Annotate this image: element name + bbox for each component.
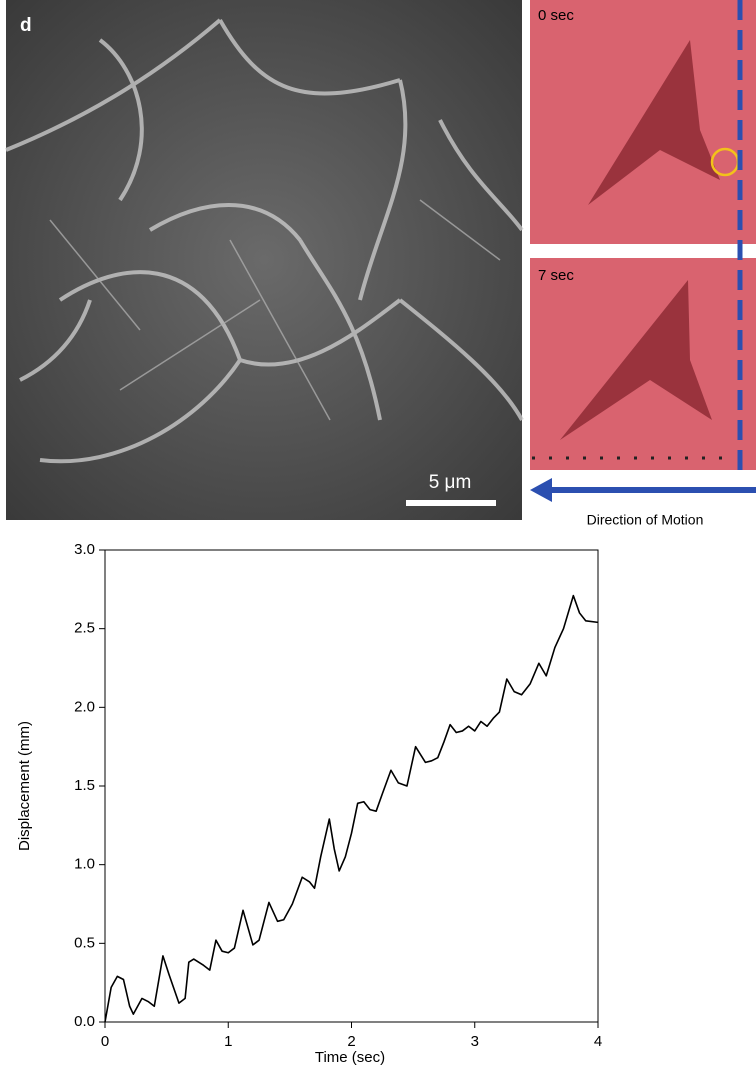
photo-frames: 0 sec 7 sec Direction of Motion <box>530 0 756 528</box>
x-axis-label: Time (sec) <box>315 1049 385 1066</box>
y-tick-label: 0.0 <box>74 1013 95 1030</box>
scale-bar-label: 5 μm <box>429 472 472 493</box>
sem-image: 5 μm d <box>6 0 522 520</box>
x-tick-label: 1 <box>224 1033 232 1050</box>
panel-label: d <box>20 15 32 36</box>
x-tick-label: 3 <box>471 1033 479 1050</box>
data-line <box>105 596 598 1022</box>
x-tick-label: 2 <box>347 1033 355 1050</box>
y-tick-label: 3.0 <box>74 541 95 558</box>
figure: 5 μm d 0 sec 7 sec Direction of Motion T… <box>0 0 756 1073</box>
direction-label: Direction of Motion <box>587 512 704 528</box>
y-tick-label: 0.5 <box>74 934 95 951</box>
y-axis-label: Displacement (mm) <box>16 721 33 851</box>
plot-frame <box>105 550 598 1022</box>
frame-label: 0 sec <box>538 7 574 24</box>
y-tick-label: 1.5 <box>74 777 95 794</box>
y-tick-label: 2.5 <box>74 620 95 637</box>
y-tick-label: 1.0 <box>74 856 95 873</box>
frame-label: 7 sec <box>538 267 574 284</box>
y-tick-label: 2.0 <box>74 698 95 715</box>
x-tick-label: 4 <box>594 1033 602 1050</box>
x-tick-label: 0 <box>101 1033 109 1050</box>
